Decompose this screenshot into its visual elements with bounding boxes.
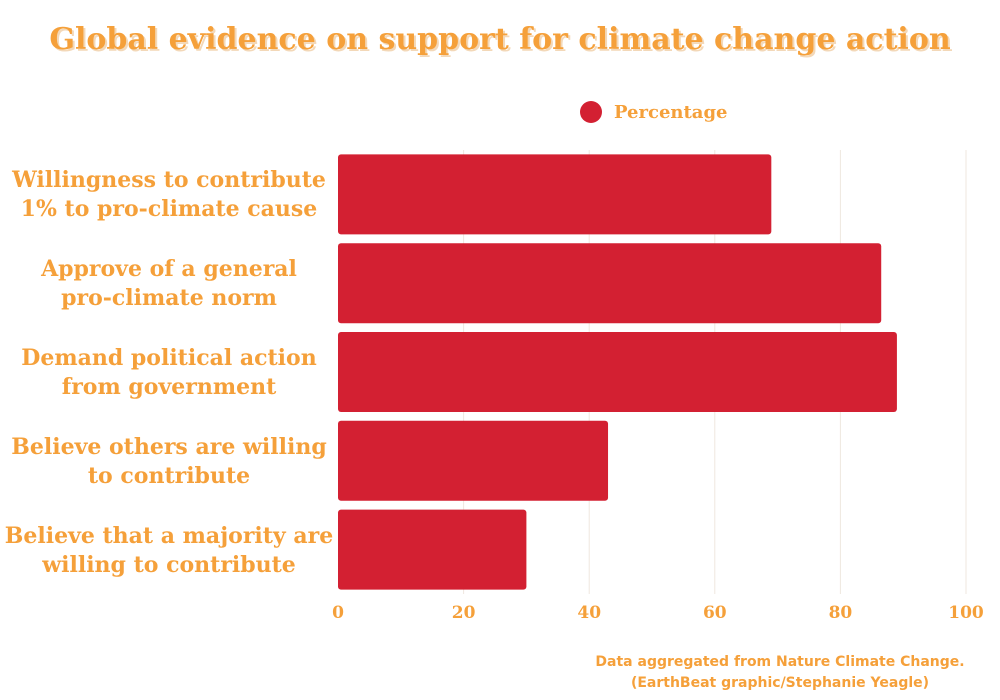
x-tick-label: 40 — [577, 603, 601, 623]
category-label-line: Willingness to contribute — [12, 167, 326, 193]
x-tick-label: 0 — [332, 603, 344, 623]
bar — [338, 332, 897, 412]
category-label-line: Believe others are willing — [11, 434, 327, 460]
chart-title: Global evidence on support for climate c… — [49, 22, 951, 57]
category-label-line: 1% to pro-climate cause — [20, 196, 318, 222]
category-label-line: Approve of a general — [41, 256, 297, 282]
bar — [338, 154, 772, 235]
x-tick-label: 60 — [703, 603, 727, 623]
source-note-line: (EarthBeat graphic/Stephanie Yeagle) — [630, 675, 930, 691]
category-label: Demand political action from government — [0, 344, 338, 402]
legend-label: Percentage — [614, 101, 728, 123]
bar — [338, 243, 882, 324]
category-label-line: Believe that a majority are — [4, 523, 334, 549]
legend-swatch — [580, 101, 602, 123]
category-label-line: pro-climate norm — [61, 285, 277, 311]
source-note-line: Data aggregated from Nature Climate Chan… — [595, 654, 965, 670]
x-tick-label: 100 — [948, 603, 984, 623]
category-label-line: to contribute — [87, 463, 251, 489]
category-label-line: Demand political action — [21, 345, 317, 371]
bar — [338, 420, 609, 501]
category-label-line: from government — [61, 374, 277, 400]
x-tick-label: 20 — [452, 603, 476, 623]
category-label: Willingness to contribute 1% to pro-clim… — [0, 166, 338, 224]
category-label: Believe that a majority are willing to c… — [0, 522, 338, 580]
x-tick-label: 80 — [829, 603, 853, 623]
category-label-line: willing to contribute — [42, 552, 296, 578]
category-label: Approve of a general pro-climate norm — [0, 255, 338, 313]
category-label: Believe others are willing to contribute — [0, 433, 338, 491]
source-note: Data aggregated from Nature Climate Chan… — [560, 652, 1000, 694]
bar — [338, 509, 527, 590]
legend: Percentage — [580, 99, 728, 125]
